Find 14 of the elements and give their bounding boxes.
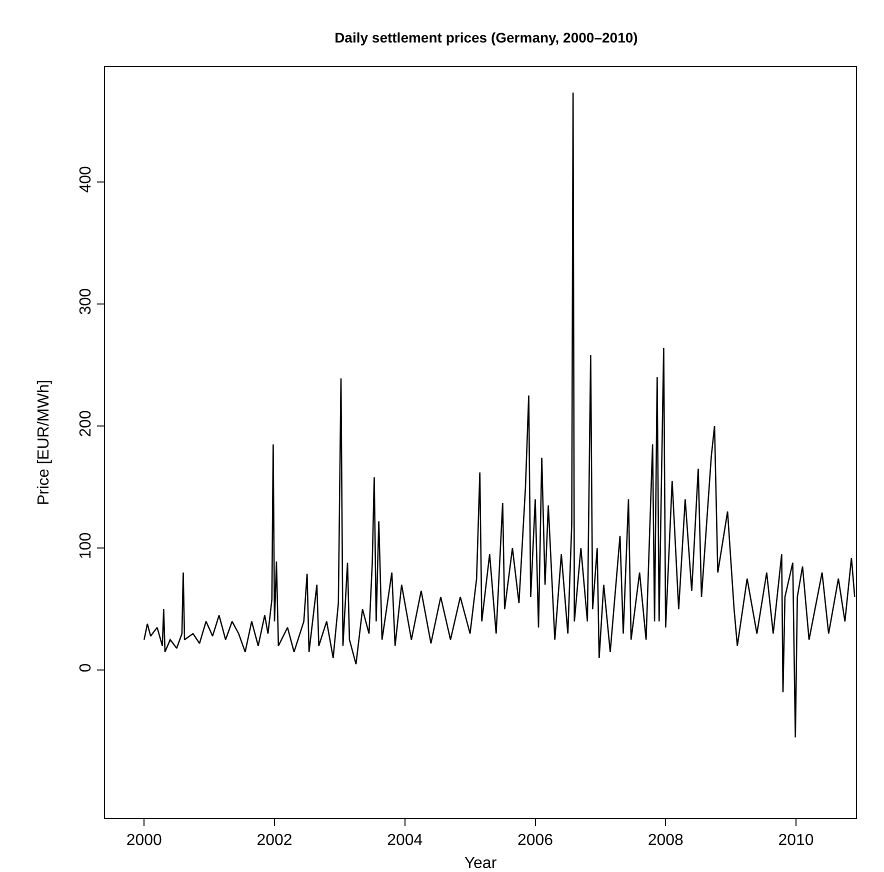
y-tick-label: 400 <box>78 166 95 193</box>
y-tick-label: 100 <box>78 532 95 560</box>
y-tick-label: 300 <box>78 288 95 315</box>
y-tick-label: 0 <box>78 663 95 672</box>
x-tick-label: 2006 <box>517 832 554 850</box>
chart-title: Daily settlement prices (Germany, 2000–2010) <box>334 29 638 46</box>
x-tick-label: 2000 <box>126 832 162 850</box>
x-tick-label: 2002 <box>256 832 292 850</box>
y-axis-title: Price [EUR/MWh] <box>36 380 52 506</box>
y-tick-label: 200 <box>78 410 95 437</box>
x-tick-label: 2010 <box>778 832 814 850</box>
x-tick-label: 2008 <box>648 832 684 850</box>
x-tick-label: 2004 <box>387 832 423 850</box>
x-axis-title: Year <box>464 855 498 872</box>
